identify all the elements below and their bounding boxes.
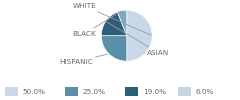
FancyBboxPatch shape [178, 87, 191, 96]
Wedge shape [117, 10, 127, 36]
Text: BLACK: BLACK [72, 11, 121, 37]
Text: 19.0%: 19.0% [143, 88, 166, 94]
Text: ASIAN: ASIAN [107, 22, 169, 56]
Text: WHITE: WHITE [72, 3, 151, 35]
Text: 25.0%: 25.0% [83, 88, 106, 94]
FancyBboxPatch shape [65, 87, 78, 96]
Wedge shape [127, 10, 152, 61]
Wedge shape [101, 36, 127, 61]
Text: HISPANIC: HISPANIC [59, 54, 108, 65]
Wedge shape [101, 12, 127, 36]
FancyBboxPatch shape [125, 87, 138, 96]
Text: 6.0%: 6.0% [196, 88, 214, 94]
Text: 50.0%: 50.0% [23, 88, 46, 94]
FancyBboxPatch shape [5, 87, 18, 96]
